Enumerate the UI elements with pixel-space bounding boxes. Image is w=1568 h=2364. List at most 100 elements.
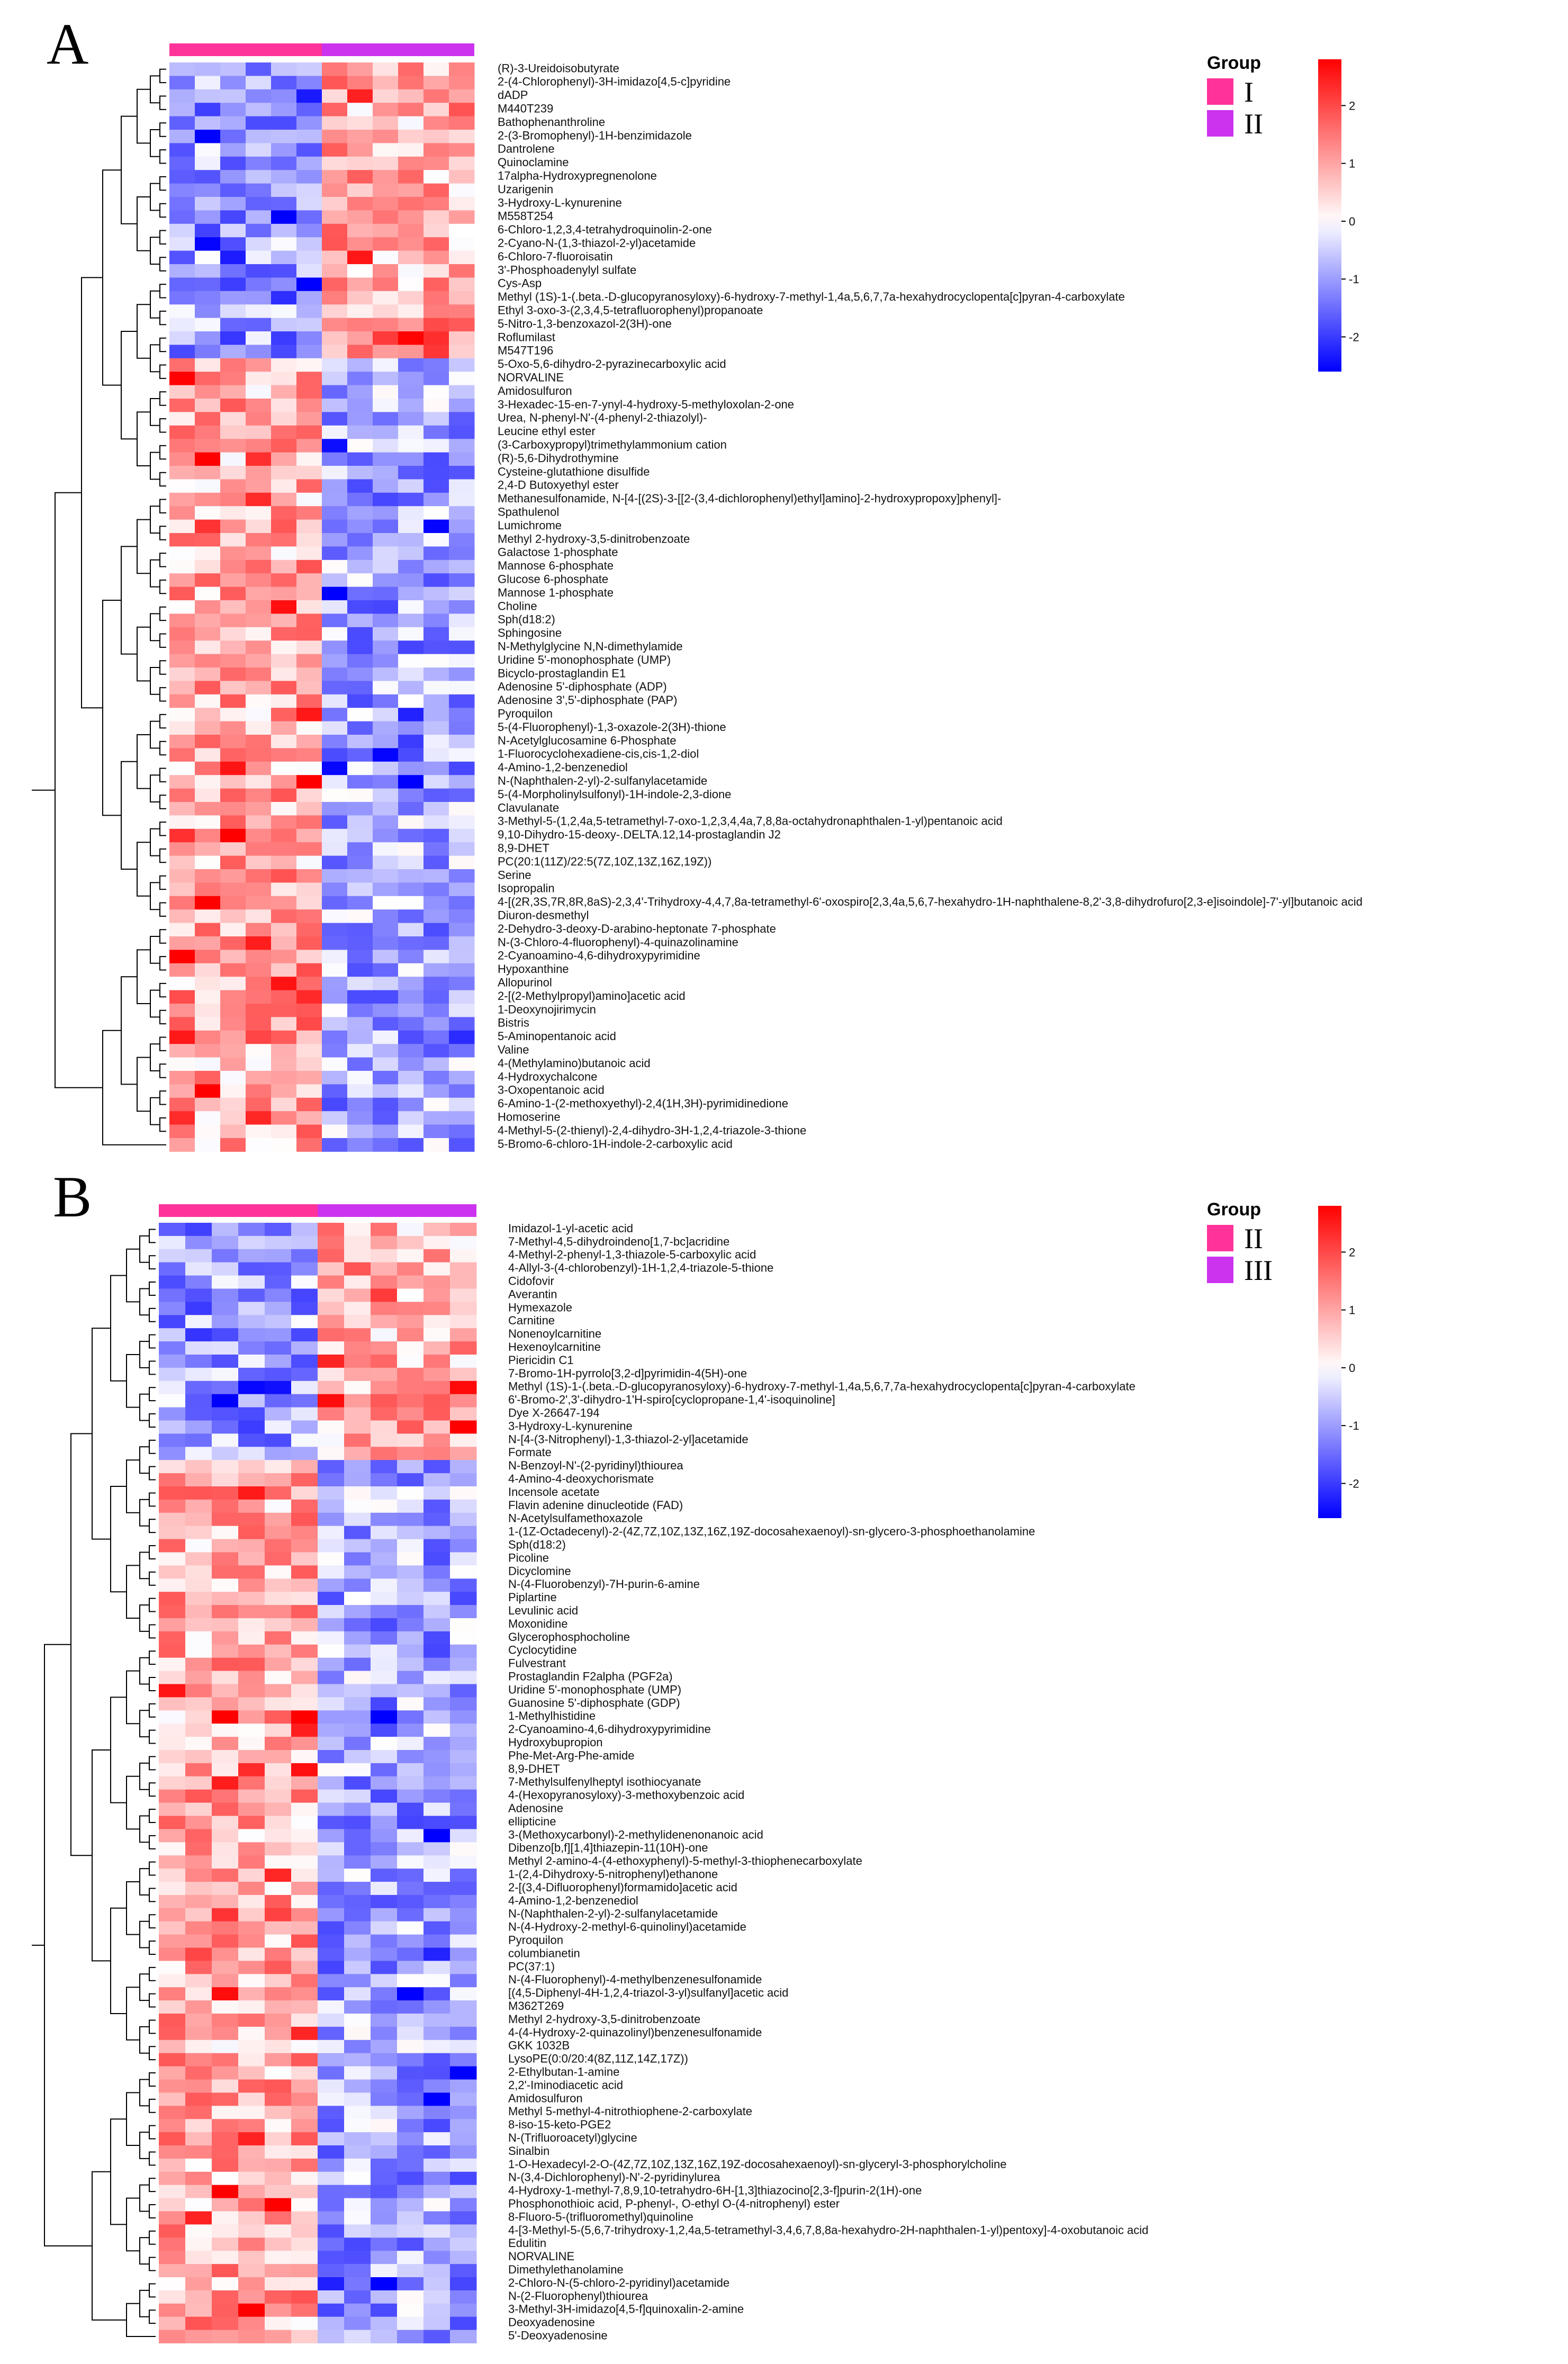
heatmap-cell	[238, 1763, 265, 1777]
heatmap-cell	[344, 1380, 371, 1395]
heatmap-cell	[265, 1473, 292, 1487]
heatmap-cell	[450, 2330, 477, 2343]
heatmap-cell	[195, 399, 221, 412]
heatmap-cell	[265, 1223, 292, 1237]
heatmap-cell	[291, 2158, 318, 2172]
heatmap-cell	[344, 1605, 371, 1619]
heatmap-cell	[246, 103, 272, 117]
heatmap-cell	[423, 89, 449, 103]
heatmap-cell	[265, 1763, 292, 1777]
heatmap-cell	[398, 842, 424, 856]
heatmap-cell	[159, 1315, 186, 1329]
heatmap-cell	[398, 1111, 424, 1125]
heatmap-cell	[291, 1367, 318, 1382]
heatmap-cell	[296, 385, 322, 399]
heatmap-cell	[271, 587, 297, 601]
heatmap-cell	[373, 654, 399, 668]
row-label: 1-Deoxynojirimycin	[498, 1003, 596, 1016]
heatmap-cell	[322, 775, 348, 789]
heatmap-cell	[271, 546, 297, 561]
heatmap-cell	[291, 1710, 318, 1724]
heatmap-cell	[318, 1934, 345, 1948]
heatmap-cell	[246, 183, 272, 197]
heatmap-cell	[397, 1855, 424, 1869]
heatmap-cell	[344, 1460, 371, 1474]
row-label: Piplartine	[508, 1591, 557, 1604]
heatmap-cell	[195, 103, 221, 117]
heatmap-cell	[318, 1921, 345, 1935]
heatmap-cell	[344, 1657, 371, 1672]
heatmap-cell	[212, 2066, 239, 2080]
heatmap-cell	[423, 2290, 450, 2304]
legend-swatch-0	[1207, 78, 1233, 105]
heatmap-cell	[271, 694, 297, 708]
heatmap-cell	[371, 1394, 398, 1408]
heatmap-cell	[291, 2198, 318, 2212]
heatmap-cell	[185, 2251, 212, 2264]
row-label: 8,9-DHET	[498, 841, 549, 854]
heatmap-cell	[322, 519, 348, 534]
heatmap-cell	[265, 1855, 292, 1869]
heatmap-cell	[159, 1869, 186, 1882]
heatmap-cell	[220, 560, 246, 574]
heatmap-cell	[423, 1657, 450, 1672]
heatmap-cell	[246, 466, 272, 480]
heatmap-cell	[220, 170, 246, 184]
heatmap-cell	[265, 1684, 292, 1698]
heatmap-cell	[398, 116, 424, 130]
heatmap-cell	[220, 828, 246, 843]
heatmap-cell	[398, 600, 424, 614]
heatmap-cell	[169, 1084, 195, 1098]
row-label: 1-(2,4-Dihydroxy-5-nitrophenyl)ethanone	[508, 1867, 718, 1881]
group-bar-0	[159, 1204, 318, 1217]
row-label: 3-Hexadec-15-en-7-ynyl-4-hydroxy-5-methy…	[498, 398, 794, 411]
heatmap-cell	[169, 425, 195, 439]
row-label: Bistris	[498, 1016, 529, 1030]
row-label: 4-Allyl-3-(4-chlorobenzyl)-1H-1,2,4-tria…	[508, 1261, 773, 1275]
heatmap-cell	[220, 250, 246, 265]
heatmap-cell	[169, 1111, 195, 1125]
row-label: 2-Chloro-N-(5-chloro-2-pyridinyl)acetami…	[508, 2276, 729, 2289]
heatmap-cell	[271, 936, 297, 950]
heatmap-cell	[450, 1974, 477, 1988]
heatmap-cell	[398, 89, 424, 103]
heatmap-cell	[344, 1869, 371, 1882]
heatmap-cell	[185, 1947, 212, 1961]
heatmap-cell	[159, 1341, 186, 1355]
heatmap-cell	[246, 304, 272, 319]
row-label: 17alpha-Hydroxypregnenolone	[498, 169, 657, 182]
heatmap-cell	[344, 1355, 371, 1368]
heatmap-cell	[347, 264, 373, 278]
heatmap-cell	[185, 1328, 212, 1342]
heatmap-cell	[449, 1057, 475, 1071]
heatmap-cell	[347, 560, 373, 574]
heatmap-cell	[159, 1934, 186, 1948]
heatmap-cell	[397, 2316, 424, 2331]
heatmap-cell	[371, 1355, 398, 1368]
heatmap-cell	[271, 1057, 297, 1071]
heatmap-cell	[318, 2053, 345, 2067]
heatmap-cell	[449, 533, 475, 547]
heatmap-cell	[397, 2290, 424, 2304]
heatmap-cell	[344, 1684, 371, 1698]
heatmap-cell	[195, 573, 221, 588]
heatmap-cell	[373, 385, 399, 399]
heatmap-cell	[449, 291, 475, 305]
heatmap-cell	[159, 2026, 186, 2041]
heatmap-cell	[212, 1802, 239, 1816]
heatmap-cell	[291, 1447, 318, 1460]
heatmap-cell	[423, 1539, 450, 1553]
heatmap-cell	[195, 882, 221, 897]
heatmap-cell	[169, 170, 195, 184]
heatmap-cell	[371, 1671, 398, 1684]
heatmap-cell	[212, 1433, 239, 1447]
heatmap-cell	[344, 2000, 371, 2014]
heatmap-cell	[195, 237, 221, 251]
row-label: Guanosine 5'-diphosphate (GDP)	[508, 1696, 680, 1709]
heatmap-cell	[291, 2014, 318, 2027]
heatmap-cell	[423, 1552, 450, 1566]
heatmap-cell	[398, 1084, 424, 1098]
heatmap-cell	[397, 1776, 424, 1790]
heatmap-cell	[291, 1223, 318, 1237]
heatmap-cell	[373, 735, 399, 748]
